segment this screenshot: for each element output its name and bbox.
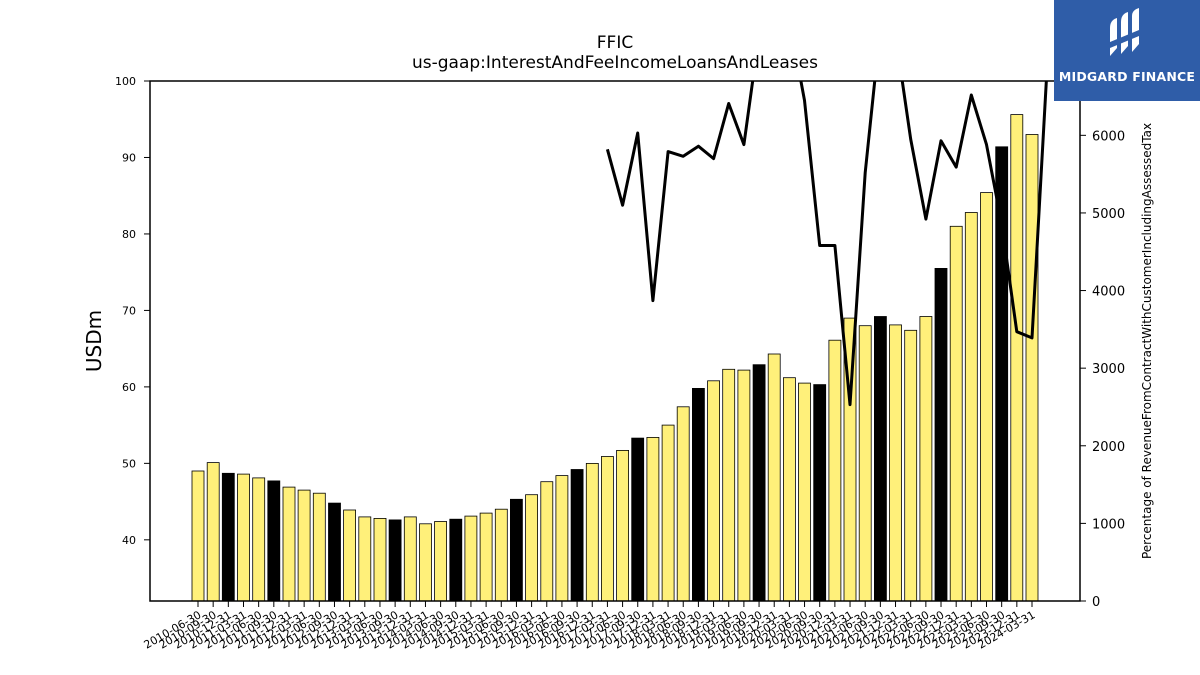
bar — [403, 516, 417, 602]
y-tick-label: 50 — [122, 457, 136, 470]
bar — [434, 521, 448, 602]
bar — [540, 481, 554, 602]
y2-tick-label: 3000 — [1092, 362, 1125, 377]
bar — [767, 353, 781, 602]
bar — [874, 316, 887, 602]
plot-frame — [149, 80, 1081, 602]
bar — [343, 509, 357, 602]
bar — [388, 519, 402, 602]
line-layer — [605, 81, 1048, 407]
bar — [737, 369, 751, 602]
bar — [646, 436, 660, 602]
bar — [1010, 114, 1024, 602]
y2-tick-label: 6000 — [1092, 129, 1125, 144]
midgard-finance-logo: MIDGARD FINANCE — [1054, 0, 1200, 101]
bar — [995, 146, 1009, 602]
bar — [585, 462, 599, 602]
bar — [752, 364, 766, 602]
y-axis-label: USDm — [82, 310, 106, 372]
y-tick-label: 90 — [122, 151, 136, 164]
bar — [328, 502, 341, 602]
bar — [919, 316, 933, 602]
bar — [813, 384, 827, 602]
bar — [570, 469, 584, 602]
y2-axis-label: Percentage of RevenueFromContractWithCus… — [1140, 123, 1154, 559]
bar — [828, 339, 842, 602]
bar — [661, 424, 675, 602]
bar — [509, 498, 523, 602]
y-tick-label: 80 — [122, 228, 136, 241]
bar — [252, 477, 266, 602]
y2-tick-label: 4000 — [1092, 285, 1125, 300]
bar — [237, 473, 250, 602]
bar — [631, 437, 645, 602]
bar — [707, 380, 720, 602]
bar — [904, 329, 918, 602]
bar — [494, 508, 508, 602]
y2-tick-label: 1000 — [1092, 517, 1125, 532]
chart-subtitle: us-gaap:InterestAndFeeIncomeLoansAndLeas… — [412, 53, 818, 73]
bar — [297, 489, 311, 602]
y-tick-label: 60 — [122, 381, 136, 394]
bar — [889, 324, 902, 602]
y2-tick-label: 0 — [1092, 595, 1100, 610]
bar — [464, 515, 478, 602]
y-tick-label: 70 — [122, 304, 136, 317]
series-line — [605, 81, 1048, 407]
bar — [358, 516, 372, 602]
y-tick-label: 40 — [122, 534, 136, 547]
bar — [312, 492, 326, 602]
logo-mark-icon — [1110, 8, 1139, 56]
bar — [419, 523, 432, 602]
bars-layer — [191, 114, 1039, 602]
y2-tick-label: 2000 — [1092, 440, 1125, 455]
bar — [267, 480, 281, 602]
bar — [676, 406, 690, 602]
bar — [449, 518, 463, 602]
bar — [798, 382, 811, 602]
bar — [1025, 134, 1039, 602]
bar — [479, 512, 493, 602]
bar — [282, 486, 296, 602]
bar — [555, 475, 569, 602]
chart-title: FFIC — [597, 33, 633, 53]
bar — [783, 377, 796, 602]
bar — [616, 449, 629, 602]
bar — [980, 192, 993, 602]
axes-layer: 4050607080901000100020003000400050006000… — [115, 75, 1125, 652]
bar — [692, 387, 705, 602]
bar — [934, 267, 948, 602]
bar — [964, 212, 978, 602]
bar — [722, 368, 736, 602]
logo-text: MIDGARD FINANCE — [1058, 69, 1196, 84]
bar — [221, 472, 235, 602]
bar — [525, 494, 538, 602]
bar — [191, 470, 205, 602]
bar — [373, 518, 387, 602]
bar — [858, 325, 872, 602]
bar — [206, 462, 220, 602]
bar — [601, 456, 614, 602]
bar — [949, 225, 963, 602]
y-tick-label: 100 — [115, 75, 136, 88]
y2-tick-label: 5000 — [1092, 207, 1125, 222]
